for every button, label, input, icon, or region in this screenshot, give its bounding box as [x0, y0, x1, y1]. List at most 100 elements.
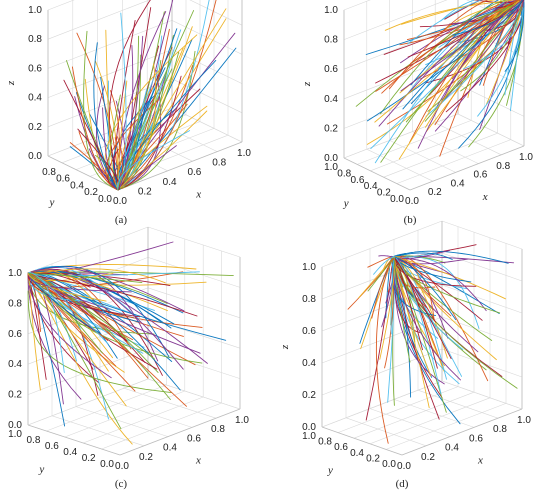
trajectory-line: [28, 279, 41, 391]
axis-y-line: [47, 155, 119, 191]
trajectory-line: [41, 265, 170, 358]
z-tick-label: 0.4: [302, 358, 316, 369]
trajectory-line: [504, 2, 525, 72]
x-tick-label: 0.2: [139, 452, 153, 463]
trajectory-line: [28, 279, 94, 302]
trajectory-line: [407, 0, 483, 45]
trajectory-line: [124, 75, 182, 187]
y-tick-label: 0.2: [84, 187, 98, 198]
trajectory-line: [393, 257, 411, 363]
x-axis-label: x: [195, 189, 201, 201]
panel-2: 0.00.20.40.60.81.00.00.20.40.60.81.00.00…: [8, 226, 249, 490]
trajectory-line: [410, 0, 520, 64]
grid-line: [147, 378, 241, 410]
z-tick-label: 1.0: [302, 262, 316, 273]
grid-line: [321, 284, 443, 332]
trajectory-line: [394, 257, 452, 360]
axis-x-line: [401, 408, 523, 456]
x-tick-label: 0.4: [445, 443, 459, 454]
x-tick-label: 0.4: [163, 177, 177, 188]
trajectory-line: [394, 256, 457, 321]
grid-line: [337, 386, 459, 433]
grid-line: [412, 131, 479, 164]
z-tick-label: 0.6: [28, 63, 42, 74]
x-tick-label: 0.0: [113, 196, 127, 207]
trajectory-line: [28, 276, 132, 293]
y-tick-label: 0.6: [45, 441, 59, 452]
grid-line: [393, 399, 475, 428]
grid-line: [343, 24, 459, 70]
panel-caption: (d): [396, 478, 409, 490]
z-axis-label: z: [301, 81, 313, 87]
grid-line: [46, 384, 167, 432]
panel-caption: (c): [115, 478, 128, 490]
grid-line: [389, 140, 456, 173]
trajectory-line: [400, 0, 497, 25]
trajectory-line: [410, 0, 500, 86]
trajectory-line: [378, 255, 394, 258]
panel-3: 0.00.20.40.60.81.00.00.20.40.60.81.00.00…: [279, 220, 531, 490]
grid-line: [441, 316, 523, 346]
grid-line: [27, 226, 149, 274]
x-tick-label: 0.2: [138, 186, 152, 197]
trajectory-line: [380, 0, 508, 115]
y-tick-label: 0.2: [377, 188, 391, 199]
grid-line: [385, 403, 507, 450]
trajectory-line: [400, 0, 523, 92]
trajectory-line: [375, 2, 515, 92]
trajectory-line: [366, 3, 521, 122]
trajectory-line: [27, 290, 172, 394]
z-tick-label: 0.4: [28, 93, 42, 104]
z-tick-label: 1.0: [324, 5, 338, 16]
trajectory-line: [83, 30, 114, 188]
grid-line: [147, 348, 241, 379]
grid-line: [27, 348, 149, 395]
y-axis-label: y: [343, 197, 349, 209]
z-tick-label: 0.0: [324, 153, 338, 164]
grid-line: [441, 284, 523, 314]
trajectories: [27, 241, 234, 445]
y-tick-label: 0.8: [42, 167, 56, 178]
trajectory-line: [33, 270, 208, 364]
y-tick-label: 0.0: [100, 459, 114, 470]
trajectories: [355, 0, 525, 164]
trajectory-line: [425, 7, 522, 117]
trajectory-line: [384, 0, 517, 31]
trajectory-line: [393, 258, 461, 381]
x-tick-label: 0.8: [493, 424, 507, 435]
y-tick-label: 0.4: [70, 180, 84, 191]
trajectory-line: [117, 10, 195, 191]
grid-line: [47, 0, 151, 40]
grid-line: [343, 0, 371, 11]
z-tick-label: 0.4: [324, 94, 338, 105]
trajectory-line: [398, 0, 512, 160]
x-tick-label: 0.8: [211, 424, 225, 435]
trajectory-line: [34, 268, 166, 284]
axis-x-line: [119, 408, 241, 456]
z-tick-label: 0.0: [302, 422, 316, 433]
axis-y-line: [343, 157, 411, 191]
trajectory-line: [399, 257, 487, 312]
y-tick-label: 0.4: [364, 181, 378, 192]
grid-line: [457, 84, 525, 117]
trajectory-line: [31, 273, 187, 407]
trajectory-line: [397, 265, 501, 314]
y-tick-label: 0.8: [337, 168, 351, 179]
z-axis-label: z: [279, 344, 291, 350]
x-tick-label: 0.4: [163, 443, 177, 454]
y-tick-label: 0.2: [82, 453, 96, 464]
z-tick-label: 0.6: [8, 329, 22, 340]
grid-line: [457, 113, 525, 147]
x-tick-label: 0.6: [187, 433, 201, 444]
x-tick-label: 1.0: [237, 148, 251, 159]
trajectory-line: [451, 0, 519, 80]
grid-line: [369, 397, 491, 445]
y-tick-label: 0.4: [63, 447, 77, 458]
grid-line: [441, 220, 523, 250]
panel-caption: (a): [115, 214, 128, 226]
trajectory-line: [460, 6, 522, 92]
grid-line: [357, 120, 472, 165]
x-tick-label: 0.8: [212, 158, 226, 169]
trajectory-line: [76, 32, 119, 177]
